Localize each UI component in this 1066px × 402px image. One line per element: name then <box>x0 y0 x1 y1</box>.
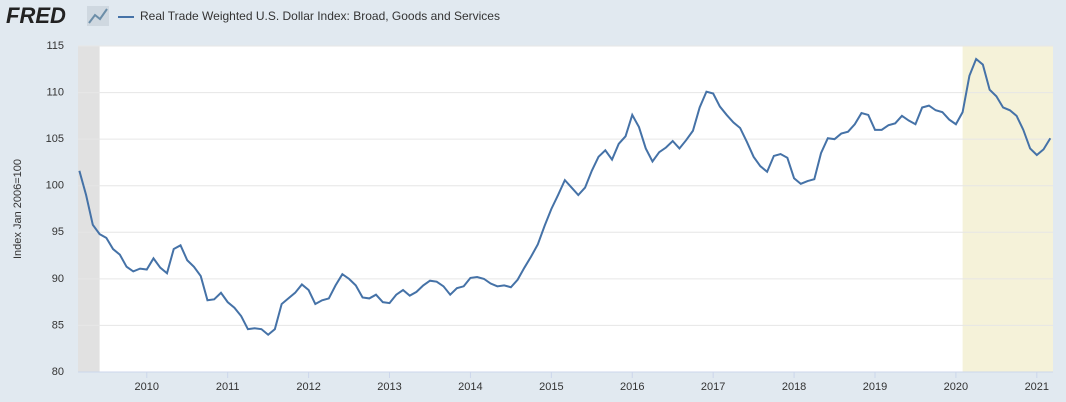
y-tick-label: 100 <box>46 180 64 192</box>
y-tick-label: 110 <box>46 86 64 98</box>
x-tick-label: 2018 <box>782 381 806 393</box>
shaded-period <box>962 46 1053 372</box>
x-tick-label: 2010 <box>135 381 159 393</box>
x-tick-label: 2021 <box>1025 381 1049 393</box>
x-tick-label: 2016 <box>620 381 644 393</box>
logo-icon <box>87 6 109 26</box>
y-tick-label: 105 <box>46 133 64 145</box>
x-tick-label: 2012 <box>296 381 320 393</box>
x-tick-label: 2014 <box>458 381 482 393</box>
line <box>78 57 1052 337</box>
logo: FRED <box>6 3 66 28</box>
x-tick-label: 2017 <box>701 381 725 393</box>
x-tick-label: 2011 <box>216 381 240 393</box>
x-tick-label: 2013 <box>377 381 401 393</box>
y-tick-label: 80 <box>52 366 64 378</box>
y-tick-label: 95 <box>52 226 64 238</box>
x-tick-label: 2015 <box>539 381 563 393</box>
y-tick-label: 90 <box>52 273 64 285</box>
plot-area <box>78 46 1053 372</box>
x-tick-label: 2019 <box>863 381 887 393</box>
y-axis-label: Index Jan 2006=100 <box>12 159 24 259</box>
x-tick-label: 2020 <box>944 381 968 393</box>
y-tick-label: 115 <box>46 40 64 52</box>
y-tick-label: 85 <box>52 319 64 331</box>
legend-label: Real Trade Weighted U.S. Dollar Index: B… <box>140 9 500 23</box>
